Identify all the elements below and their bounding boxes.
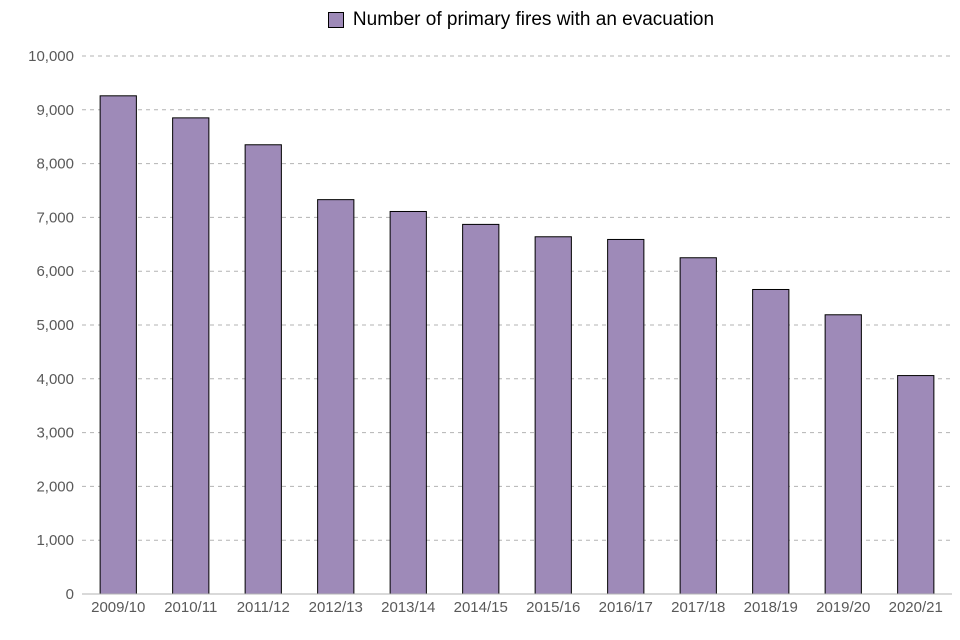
y-tick-label: 0 — [66, 586, 74, 603]
x-tick-label: 2016/17 — [599, 599, 653, 616]
bar-2019-20 — [824, 314, 862, 595]
y-tick-label: 4,000 — [36, 371, 74, 388]
bar-2018-19 — [752, 288, 790, 595]
x-tick-label: 2014/15 — [454, 599, 508, 616]
x-tick-label: 2013/14 — [381, 599, 435, 616]
x-tick-label: 2018/19 — [744, 599, 798, 616]
bar-2020-21 — [897, 375, 935, 595]
bar-2011-12 — [244, 144, 282, 595]
x-tick-label: 2012/13 — [309, 599, 363, 616]
legend: Number of primary fires with an evacuati… — [0, 9, 960, 31]
x-tick-label: 2011/12 — [237, 599, 290, 616]
y-tick-label: 1,000 — [36, 532, 74, 549]
bar-2013-14 — [389, 210, 427, 595]
y-tick-label: 10,000 — [28, 48, 74, 65]
x-tick-label: 2020/21 — [889, 599, 943, 616]
bar-2016-17 — [607, 238, 645, 595]
x-tick-label: 2015/16 — [526, 599, 580, 616]
y-tick-label: 5,000 — [36, 317, 74, 334]
bar-2015-16 — [534, 236, 572, 595]
x-tick-label: 2009/10 — [91, 599, 145, 616]
y-tick-label: 8,000 — [36, 156, 74, 173]
y-tick-label: 3,000 — [36, 425, 74, 442]
y-tick-label: 2,000 — [36, 478, 74, 495]
x-tick-label: 2017/18 — [671, 599, 725, 616]
x-tick-label: 2019/20 — [816, 599, 870, 616]
y-tick-label: 7,000 — [36, 209, 74, 226]
legend-label: Number of primary fires with an evacuati… — [352, 9, 715, 30]
bar-2012-13 — [317, 199, 355, 595]
legend-swatch — [327, 12, 344, 28]
bar-2017-18 — [679, 257, 717, 595]
y-tick-label: 9,000 — [36, 102, 74, 119]
x-tick-label: 2010/11 — [164, 599, 217, 616]
bar-2009-10 — [99, 95, 137, 595]
bar-2010-11 — [172, 117, 210, 595]
y-tick-label: 6,000 — [36, 263, 74, 280]
bar-2014-15 — [462, 223, 500, 595]
